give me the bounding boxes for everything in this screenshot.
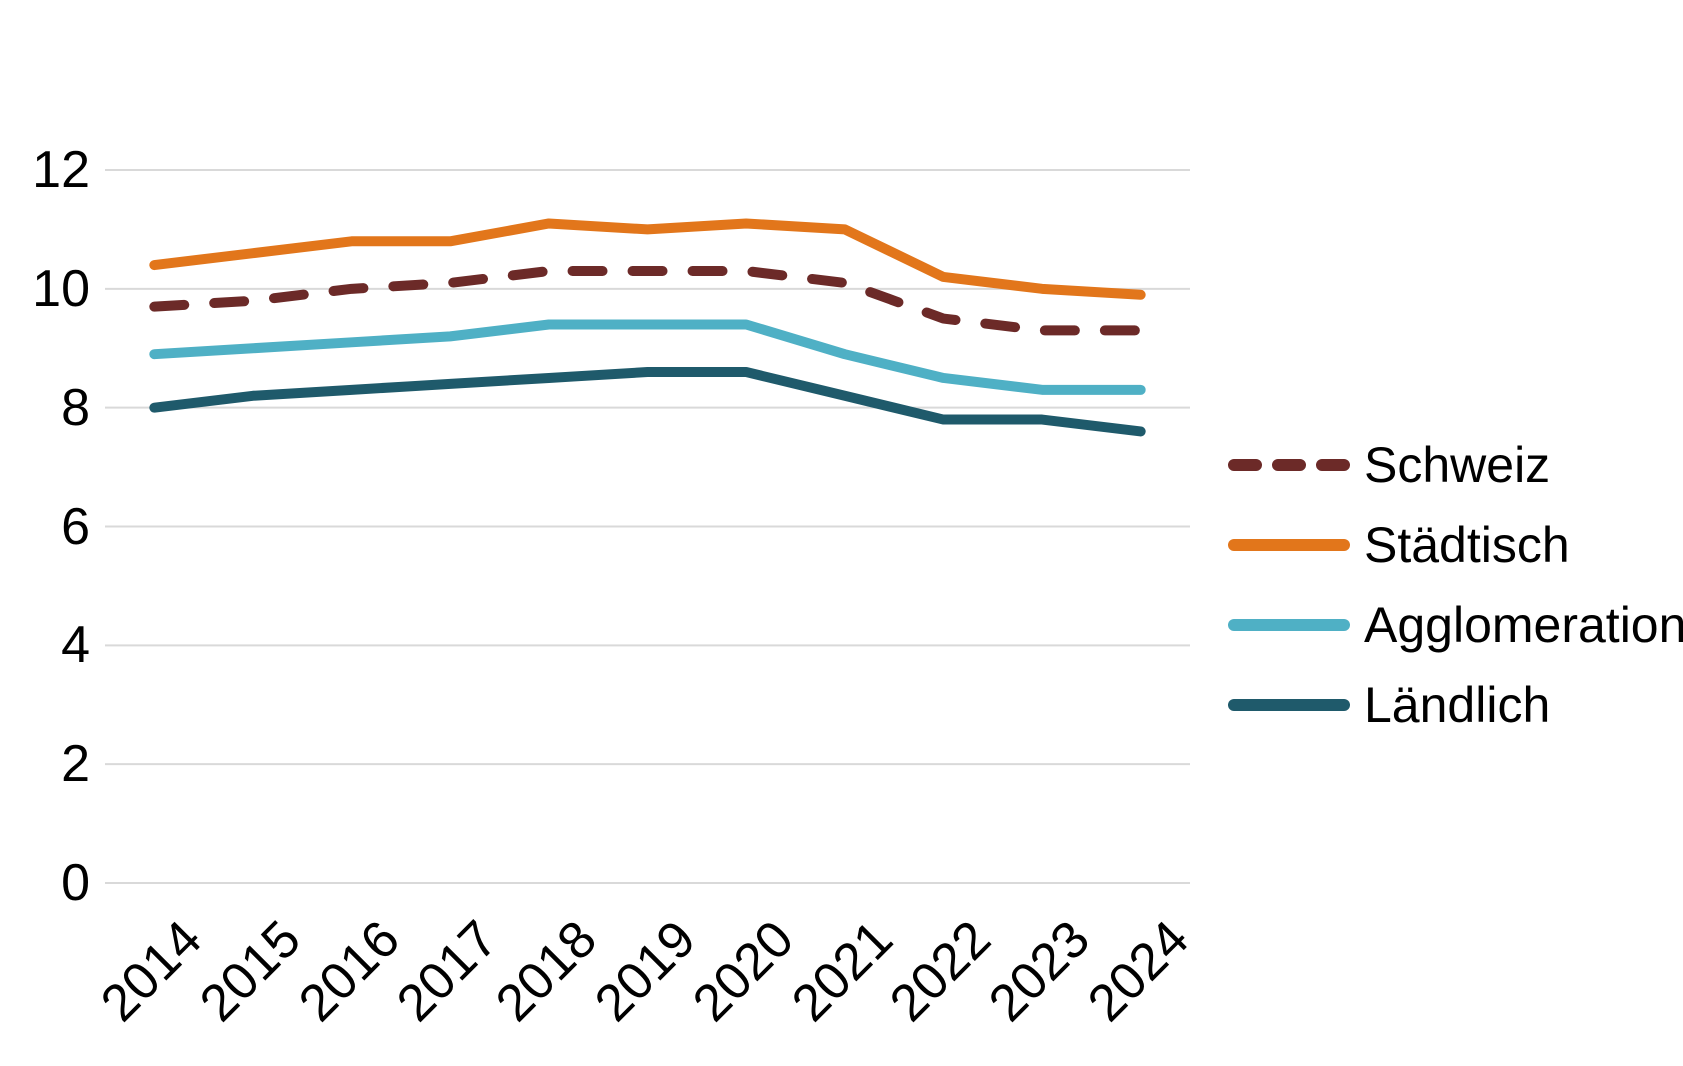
y-axis-tick-label: 10 (32, 259, 90, 318)
legend-line-sample (1228, 699, 1350, 711)
legend-item-schweiz: Schweiz (1228, 425, 1683, 505)
legend-line-sample (1228, 619, 1350, 631)
y-axis-tick-label: 8 (61, 378, 90, 437)
series-line-städtisch (149, 218, 1146, 300)
legend-item-ländlich: Ländlich (1228, 665, 1683, 745)
series-line-schweiz (149, 266, 1146, 336)
y-axis-tick-label: 2 (61, 735, 90, 794)
series-line-ländlich (149, 367, 1146, 437)
legend: Schweiz Städtisch Agglomeration Ländlich (1228, 425, 1683, 745)
legend-item-agglomeration: Agglomeration (1228, 585, 1683, 665)
y-axis-tick-label: 4 (61, 616, 90, 675)
y-axis-tick-label: 6 (61, 497, 90, 556)
y-axis-tick-label: 12 (32, 141, 90, 199)
legend-label: Städtisch (1364, 517, 1570, 573)
legend-label: Ländlich (1364, 677, 1551, 733)
legend-line-sample (1228, 539, 1350, 551)
legend-label: Schweiz (1364, 437, 1551, 493)
y-axis-tick-label: 0 (61, 854, 90, 912)
legend-line-sample (1228, 459, 1350, 471)
series-line-agglomeration (149, 319, 1146, 395)
legend-label: Agglomeration (1364, 597, 1683, 653)
legend-item-städtisch: Städtisch (1228, 505, 1683, 585)
